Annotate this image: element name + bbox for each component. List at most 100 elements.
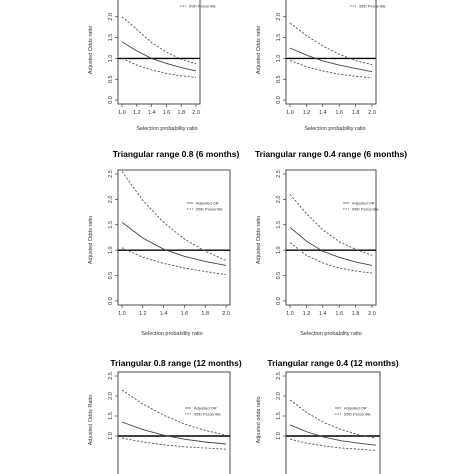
x-tick-label: 1.0	[286, 110, 294, 116]
legend-label: Adjusted OR	[352, 200, 375, 205]
y-tick-label: 2.5	[276, 372, 282, 380]
y-tick-label: 0.5	[276, 75, 282, 83]
series-line-2	[289, 194, 373, 256]
series-line-1	[289, 226, 373, 266]
legend-label: 95th Percentile	[194, 411, 221, 416]
y-tick-label: 1.5	[276, 34, 282, 42]
legend-label: 95th Percentile	[352, 206, 379, 211]
y-tick-label: 1.5	[276, 221, 282, 229]
x-tick-label: 1.8	[352, 311, 360, 317]
x-tick-label: 1.0	[118, 110, 126, 116]
x-tick-label: 1.4	[160, 311, 168, 317]
chart-panel-1: 0.00.51.01.52.02.51.01.21.41.61.82.0Sele…	[88, 0, 216, 132]
y-tick-label: 0.5	[276, 272, 282, 280]
x-tick-label: 1.2	[133, 110, 141, 116]
plot-frame	[285, 0, 377, 105]
y-axis-label: Adjusted Odds ratio	[256, 26, 262, 74]
y-tick-label: 0.0	[108, 297, 114, 305]
x-tick-label: 1.0	[286, 311, 294, 317]
plot-frame	[285, 371, 381, 474]
series-line-2	[289, 22, 373, 66]
x-tick-label: 2.0	[222, 311, 230, 317]
plot-frame	[117, 371, 231, 474]
plot-frame	[117, 169, 231, 306]
legend-label: Adjusted OR	[196, 200, 219, 205]
y-axis-label: Adjusted odds ratio	[256, 396, 262, 443]
y-tick-label: 1.5	[276, 412, 282, 420]
series-line-2	[121, 389, 227, 436]
series-line-2	[121, 171, 227, 261]
x-tick-label: 1.0	[118, 311, 126, 317]
legend-label: 95th Percentile	[189, 3, 216, 8]
x-tick-label: 2.0	[368, 311, 376, 317]
y-tick-label: 2.0	[276, 196, 282, 204]
series-line-3	[289, 242, 373, 274]
y-tick-label: 0.5	[108, 75, 114, 83]
x-tick-label: 1.8	[352, 110, 360, 116]
y-tick-label: 2.0	[276, 392, 282, 400]
series-line-1	[121, 221, 227, 266]
y-tick-label: 1.0	[108, 55, 114, 63]
x-tick-label: 1.2	[303, 311, 311, 317]
x-tick-label: 1.4	[319, 311, 327, 317]
y-tick-label: 2.0	[108, 196, 114, 204]
y-tick-label: 0.0	[108, 96, 114, 104]
series-line-1	[289, 424, 377, 446]
x-tick-label: 1.6	[335, 311, 343, 317]
series-line-3	[289, 60, 373, 79]
y-tick-label: 2.5	[108, 170, 114, 178]
panel-title: Triangular range 0.4 range (6 months)	[255, 149, 407, 159]
y-axis-label: Adjusted Odds ratio	[256, 216, 262, 264]
x-tick-label: 2.0	[192, 110, 200, 116]
panel-title: Triangular range 0.8 (6 months)	[113, 149, 240, 159]
legend-label: 95th Percentile	[344, 411, 371, 416]
y-tick-label: 1.0	[108, 432, 114, 440]
y-tick-label: 2.0	[108, 13, 114, 21]
y-tick-label: 2.0	[108, 392, 114, 400]
y-tick-label: 2.5	[276, 170, 282, 178]
y-tick-label: 0.0	[276, 96, 282, 104]
panel-title: Triangular 0.8 range (12 months)	[110, 358, 241, 368]
legend-label: Adjusted OR	[344, 405, 367, 410]
series-line-3	[121, 57, 197, 78]
y-tick-label: 0.5	[108, 272, 114, 280]
x-tick-label: 1.4	[148, 110, 156, 116]
plot-frame	[117, 0, 201, 105]
x-tick-label: 1.2	[139, 311, 147, 317]
legend-label: 95th Percentile	[359, 3, 386, 8]
x-axis-label: Selection probability ratio	[304, 126, 365, 132]
legend-label: 95th Percentile	[196, 206, 223, 211]
series-line-1	[121, 421, 227, 445]
x-axis-label: Selection probability ratio	[141, 331, 202, 337]
x-axis-label: Selection probability ratio	[136, 126, 197, 132]
y-tick-label: 2.5	[108, 372, 114, 380]
chart-panel-5: 1.0 1.5 2.0 2.5 Adjusted Odds Ratio Triangula…	[88, 358, 242, 474]
series-line-3	[289, 438, 377, 451]
x-tick-label: 2.0	[368, 110, 376, 116]
x-tick-label: 1.2	[303, 110, 311, 116]
chart-panel-3: 0.0 0.5 1.0 1.5 2.0 2.5 1.0 1.2 1.4 1.6 1.8 2.0 Sele…	[88, 149, 239, 337]
x-tick-label: 1.8	[177, 110, 185, 116]
chart-panel-2: 0.00.51.01.52.02.51.01.21.41.61.82.0Sele…	[256, 0, 386, 132]
x-tick-label: 1.6	[163, 110, 171, 116]
plot-frame	[285, 169, 377, 306]
legend-label: Adjusted OR	[194, 405, 217, 410]
y-tick-label: 1.0	[276, 55, 282, 63]
x-tick-label: 1.8	[201, 311, 209, 317]
y-tick-label: 1.0	[276, 246, 282, 254]
y-tick-label: 1.5	[108, 412, 114, 420]
y-tick-label: 1.5	[108, 221, 114, 229]
y-tick-label: 0.0	[276, 297, 282, 305]
chart-panel-4: 0.0 0.5 1.0 1.5 2.0 2.5 1.0 1.2 1.4 1.6 1.8 2.0 Sele…	[255, 149, 407, 337]
y-tick-label: 1.0	[276, 432, 282, 440]
y-axis-label: Adjusted Odds Ratio	[88, 395, 94, 445]
series-line-2	[121, 16, 197, 65]
series-line-2	[289, 399, 377, 439]
panel-title: Triangular range 0.4 (12 months)	[267, 358, 398, 368]
y-tick-label: 1.0	[108, 246, 114, 254]
x-tick-label: 1.4	[319, 110, 327, 116]
series-line-3	[121, 247, 227, 276]
y-tick-label: 2.0	[276, 13, 282, 21]
y-axis-label: Adjusted Odds ratio	[88, 216, 94, 264]
x-axis-label: Selection probability ratio	[300, 331, 361, 337]
